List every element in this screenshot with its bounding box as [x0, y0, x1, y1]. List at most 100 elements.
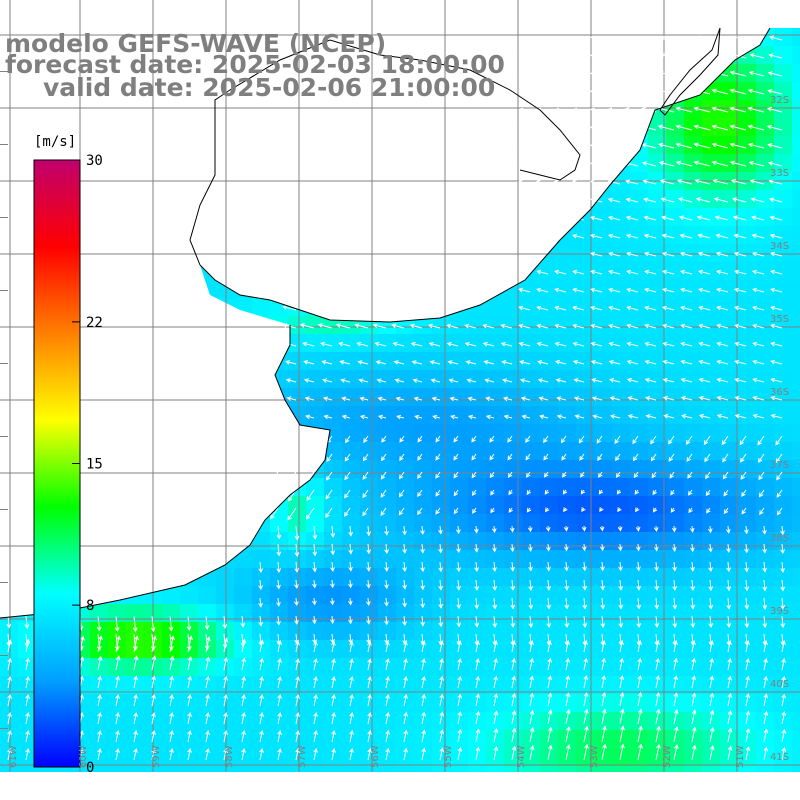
- wind-arrow: [7, 729, 12, 743]
- wind-arrow: [680, 305, 693, 311]
- wind-arrow: [571, 161, 585, 167]
- wind-arrow: [659, 53, 675, 59]
- wind-arrow: [311, 597, 317, 606]
- wind-arrow: [241, 747, 246, 761]
- wind-arrow: [697, 251, 711, 257]
- wind-arrow: [762, 579, 768, 592]
- wind-arrow: [608, 251, 621, 257]
- wind-arrow: [377, 414, 387, 420]
- wind-arrow: [115, 711, 120, 725]
- wind-arrow: [492, 615, 498, 628]
- wind-arrow: [359, 396, 369, 402]
- wind-arrow: [322, 396, 333, 402]
- wind-arrow: [658, 160, 675, 167]
- wind-arrow: [259, 657, 264, 671]
- wind-arrow: [672, 561, 677, 572]
- wind-arrow: [169, 635, 175, 653]
- wind-arrow: [457, 657, 462, 671]
- wind-arrow: [680, 395, 693, 401]
- wind-arrow: [7, 657, 12, 671]
- wind-arrow: [554, 305, 567, 311]
- wind-arrow: [399, 471, 405, 480]
- wind-arrow: [745, 745, 751, 761]
- wind-arrow: [151, 747, 156, 761]
- wind-arrow: [438, 525, 443, 535]
- wind-arrow: [151, 675, 156, 689]
- wind-arrow: [205, 675, 210, 689]
- wind-arrow: [270, 489, 279, 501]
- wind-arrow: [282, 305, 297, 311]
- wind-arrow: [374, 341, 387, 347]
- wind-arrow: [608, 323, 621, 329]
- wind-arrow: [721, 435, 729, 446]
- wind-arrow: [435, 453, 441, 461]
- wind-arrow: [509, 525, 515, 533]
- wind-arrow: [363, 435, 369, 444]
- wind-arrow: [554, 35, 567, 41]
- latitude-label: 35S: [770, 314, 789, 325]
- wind-arrow: [277, 675, 282, 689]
- longitude-label: 59W: [151, 745, 162, 768]
- wind-arrow: [601, 691, 607, 707]
- wind-arrow: [704, 453, 711, 463]
- wind-arrow: [277, 657, 282, 671]
- latitude-label: 41S: [770, 752, 789, 763]
- wind-arrow: [706, 507, 711, 514]
- wind-arrow: [475, 746, 481, 761]
- wind-arrow: [344, 453, 351, 462]
- wind-arrow: [511, 639, 516, 653]
- wind-arrow: [474, 579, 480, 591]
- wind-arrow: [609, 396, 621, 401]
- wind-arrow: [749, 179, 765, 185]
- wind-arrow: [7, 639, 13, 653]
- wind-arrow: [688, 489, 693, 496]
- wind-arrow: [561, 453, 567, 461]
- wind-arrow: [492, 561, 497, 572]
- wind-arrow: [658, 70, 675, 77]
- wind-arrow: [626, 305, 639, 311]
- wind-arrow: [589, 71, 603, 77]
- wind-arrow: [403, 675, 408, 689]
- wind-arrow: [493, 675, 498, 689]
- wind-arrow: [115, 635, 121, 653]
- wind-arrow: [223, 675, 228, 689]
- wind-arrow: [151, 729, 156, 743]
- wind-arrow: [525, 435, 531, 443]
- wind-arrow: [589, 107, 603, 113]
- wind-arrow: [590, 323, 603, 329]
- wind-arrow: [695, 197, 711, 203]
- wind-arrow: [276, 579, 281, 590]
- wind-arrow: [727, 727, 733, 743]
- wind-arrow: [341, 414, 351, 420]
- wind-arrow: [770, 413, 783, 419]
- wind-arrow: [609, 378, 621, 383]
- wind-arrow: [97, 675, 102, 689]
- wind-arrow: [716, 359, 729, 365]
- wind-arrow: [492, 579, 498, 591]
- wind-arrow: [518, 341, 531, 347]
- wind-arrow: [726, 561, 731, 573]
- wind-arrow: [323, 414, 333, 420]
- wind-arrow: [306, 489, 315, 501]
- wind-arrow: [681, 414, 693, 419]
- wind-arrow: [439, 657, 444, 671]
- wind-arrow: [133, 729, 138, 743]
- wind-arrow: [439, 711, 444, 725]
- wind-arrow: [563, 543, 569, 552]
- wind-arrow: [490, 489, 495, 496]
- wind-arrow: [465, 360, 477, 365]
- wind-arrow: [527, 525, 533, 533]
- wind-arrow: [284, 341, 297, 347]
- wind-arrow: [151, 635, 157, 653]
- wind-arrow: [484, 378, 495, 383]
- wind-arrow: [625, 233, 639, 239]
- wind-arrow: [326, 453, 333, 463]
- wind-arrow: [600, 579, 605, 591]
- wind-arrow: [780, 561, 785, 573]
- wind-arrow: [675, 160, 693, 167]
- coastline: [0, 27, 771, 619]
- wind-arrow: [730, 178, 747, 185]
- wind-arrow: [607, 89, 621, 95]
- wind-arrow: [680, 287, 693, 293]
- wind-arrow: [733, 233, 747, 239]
